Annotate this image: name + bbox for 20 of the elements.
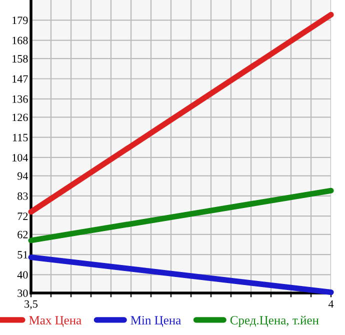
x-tick-label: 4 bbox=[328, 300, 334, 308]
y-tick-label: 147 bbox=[12, 75, 28, 83]
y-tick-label: 126 bbox=[12, 114, 28, 122]
legend-label: Min Цена bbox=[130, 316, 181, 327]
y-tick-label: 168 bbox=[12, 36, 28, 44]
y-tick-label: 40 bbox=[17, 271, 28, 279]
x-tick-label: 3,5 bbox=[24, 300, 38, 310]
y-tick-label: 136 bbox=[12, 95, 28, 103]
y-tick-label: 115 bbox=[12, 134, 28, 142]
y-tick-label: 179 bbox=[12, 16, 28, 24]
y-tick-label: 62 bbox=[18, 230, 28, 238]
y-tick-label: 30 bbox=[18, 289, 28, 297]
legend-label: Max Цена bbox=[29, 316, 82, 327]
y-tick-label: 158 bbox=[12, 55, 28, 63]
legend-label: Сред.Цена, т.йен bbox=[230, 316, 319, 327]
y-tick-label: 72 bbox=[18, 212, 28, 220]
y-tick-label: 94 bbox=[17, 172, 28, 180]
y-tick-label: 83 bbox=[18, 192, 28, 200]
y-tick-label: 104 bbox=[12, 154, 28, 162]
y-tick-label: 51 bbox=[18, 251, 28, 259]
